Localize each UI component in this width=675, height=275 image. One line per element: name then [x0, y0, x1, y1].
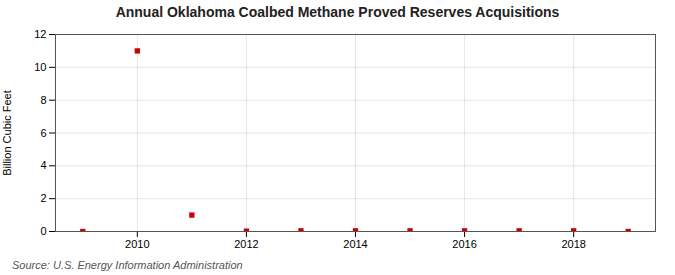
svg-text:6: 6: [40, 127, 46, 139]
svg-text:8: 8: [40, 94, 46, 106]
svg-text:2012: 2012: [234, 238, 258, 250]
svg-text:4: 4: [40, 159, 46, 171]
svg-text:2010: 2010: [125, 238, 149, 250]
svg-text:10: 10: [34, 61, 46, 73]
svg-text:2018: 2018: [561, 238, 585, 250]
svg-text:Billion Cubic Feet: Billion Cubic Feet: [1, 90, 13, 176]
svg-text:2014: 2014: [343, 238, 367, 250]
svg-text:12: 12: [34, 28, 46, 40]
html-text:Source: U.S. Energy Informatio: Source: U.S. Energy Information Administ…: [12, 259, 243, 271]
html-text:Annual Oklahoma Coalbed Methan: Annual Oklahoma Coalbed Methane Proved R…: [115, 4, 560, 20]
svg-text:2016: 2016: [452, 238, 476, 250]
svg-text:0: 0: [40, 225, 46, 237]
svg-text:2: 2: [40, 192, 46, 204]
